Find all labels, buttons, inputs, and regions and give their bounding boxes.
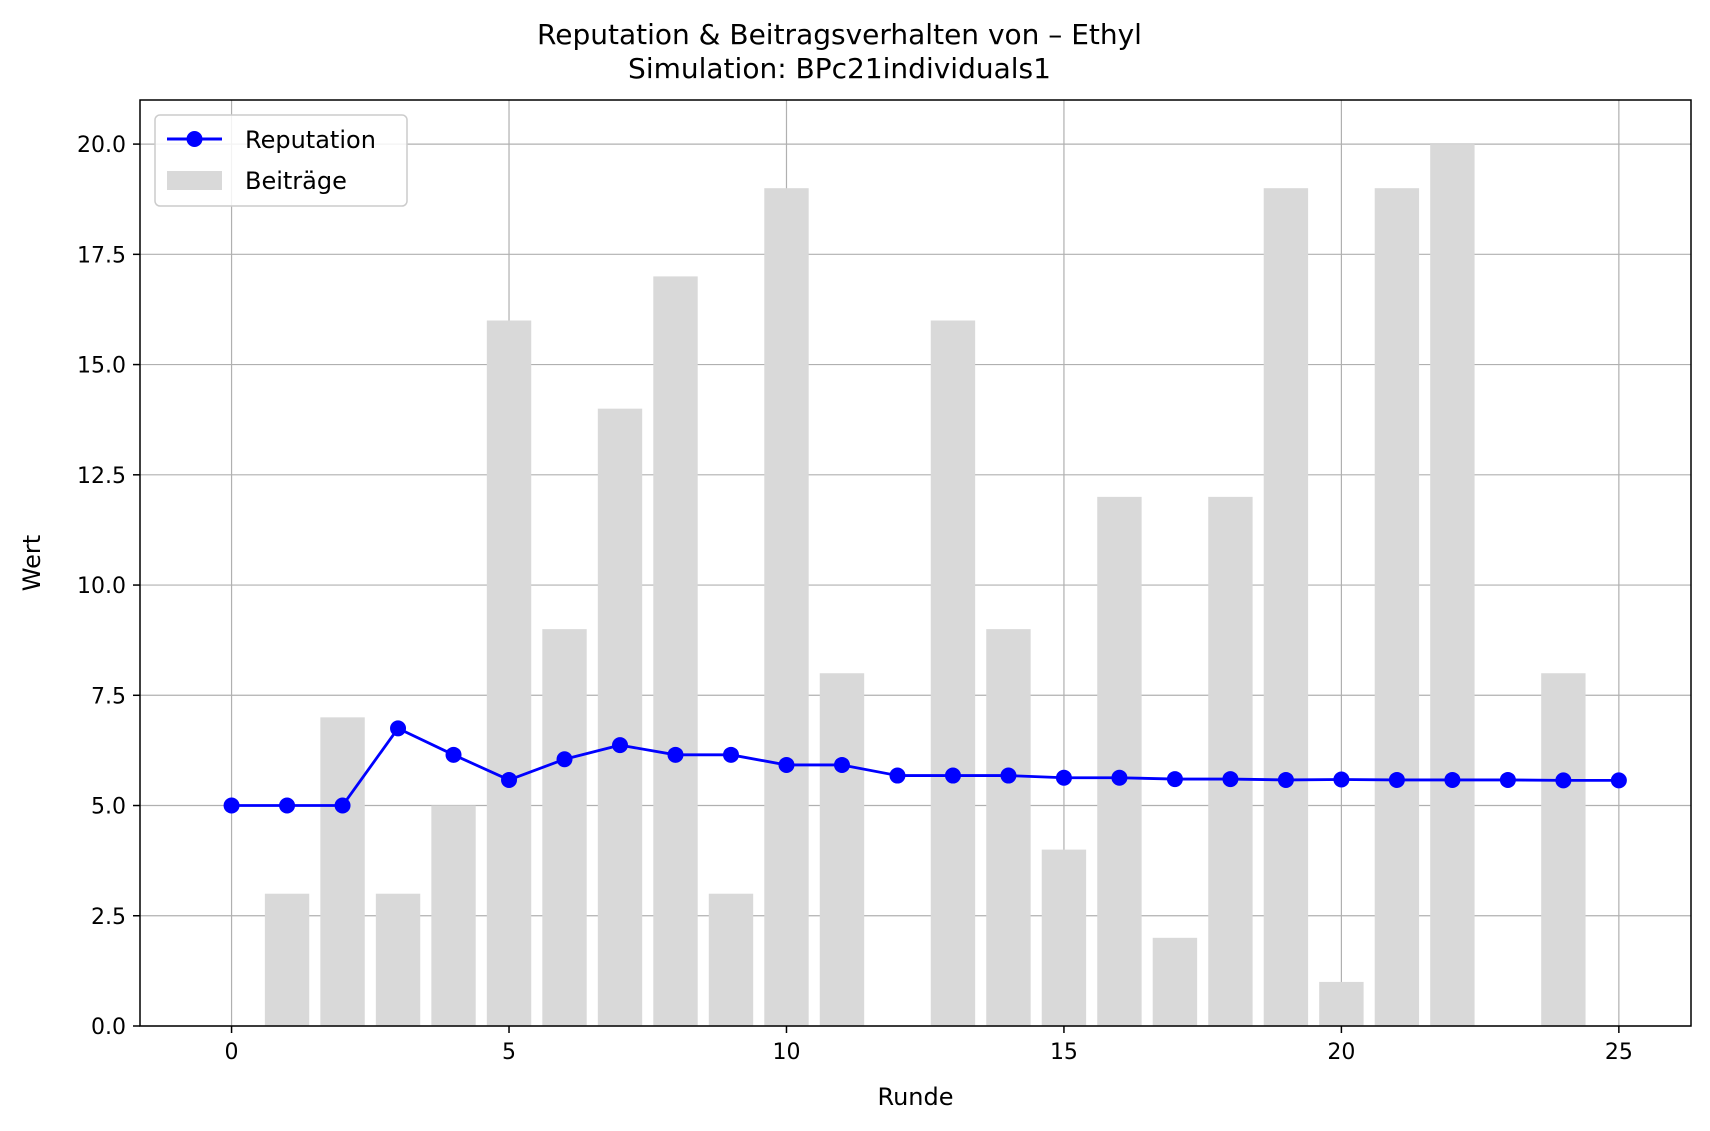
reputation-point — [224, 798, 240, 814]
reputation-point — [501, 772, 517, 788]
chart-subtitle: Simulation: BPc21individuals1 — [628, 52, 1051, 85]
reputation-point — [723, 747, 739, 763]
x-tick-label: 15 — [1050, 1040, 1078, 1065]
legend: Reputation Beiträge — [155, 115, 407, 206]
reputation-point — [612, 737, 628, 753]
y-tick-label: 10.0 — [77, 574, 126, 599]
x-tick-label: 20 — [1327, 1040, 1355, 1065]
reputation-point — [1444, 772, 1460, 788]
y-axis-label: Wert — [18, 535, 46, 591]
legend-contribution-label: Beiträge — [245, 167, 347, 195]
reputation-point — [667, 747, 683, 763]
contribution-bar — [709, 894, 753, 1026]
contribution-bar — [1097, 497, 1141, 1026]
y-tick-label: 20.0 — [77, 133, 126, 158]
contribution-bar — [764, 188, 808, 1026]
reputation-point — [557, 751, 573, 767]
y-tick-label: 17.5 — [77, 243, 126, 268]
reputation-point — [1000, 768, 1016, 784]
y-tick-label: 7.5 — [91, 684, 126, 709]
y-tick-label: 0.0 — [91, 1015, 126, 1040]
legend-contribution-swatch — [167, 171, 222, 190]
contribution-bar — [487, 320, 531, 1026]
contribution-bar — [598, 409, 642, 1026]
y-tick-label: 2.5 — [91, 905, 126, 930]
reputation-point — [1500, 772, 1516, 788]
y-tick-label: 12.5 — [77, 464, 126, 489]
y-tick-label: 15.0 — [77, 354, 126, 379]
contribution-bar — [1153, 938, 1197, 1026]
contribution-bar — [1208, 497, 1252, 1026]
reputation-point — [1555, 772, 1571, 788]
contribution-bar — [1319, 982, 1363, 1026]
contribution-bar — [320, 717, 364, 1026]
reputation-point — [1167, 771, 1183, 787]
reputation-point — [1111, 770, 1127, 786]
contribution-bar — [376, 894, 420, 1026]
reputation-point — [889, 768, 905, 784]
chart-title: Reputation & Beitragsverhalten von – Eth… — [537, 18, 1142, 51]
x-tick-label: 0 — [225, 1040, 239, 1065]
contribution-bar — [1264, 188, 1308, 1026]
legend-reputation-marker — [187, 131, 203, 147]
contribution-bar — [986, 629, 1030, 1026]
x-tick-label: 10 — [772, 1040, 800, 1065]
contribution-bar — [265, 894, 309, 1026]
y-tick-label: 5.0 — [91, 795, 126, 820]
reputation-point — [834, 757, 850, 773]
reputation-point — [335, 798, 351, 814]
contribution-bar — [431, 806, 475, 1026]
reputation-point — [945, 768, 961, 784]
reputation-point — [279, 798, 295, 814]
x-tick-label: 25 — [1605, 1040, 1633, 1065]
reputation-point — [1056, 770, 1072, 786]
reputation-point — [1389, 772, 1405, 788]
contribution-bar — [931, 320, 975, 1026]
contribution-bar — [542, 629, 586, 1026]
x-tick-label: 5 — [502, 1040, 516, 1065]
reputation-point — [1333, 772, 1349, 788]
contribution-bar — [1541, 673, 1585, 1026]
contribution-bar — [653, 276, 697, 1026]
contribution-bar — [820, 673, 864, 1026]
reputation-point — [390, 720, 406, 736]
reputation-point — [1222, 771, 1238, 787]
reputation-point — [778, 757, 794, 773]
x-axis-label: Runde — [877, 1083, 953, 1111]
contribution-bar — [1375, 188, 1419, 1026]
contribution-bar — [1430, 144, 1474, 1026]
contribution-bar — [1042, 850, 1086, 1026]
legend-reputation-label: Reputation — [245, 126, 376, 154]
reputation-point — [1278, 772, 1294, 788]
reputation-point — [1611, 772, 1627, 788]
reputation-point — [446, 747, 462, 763]
